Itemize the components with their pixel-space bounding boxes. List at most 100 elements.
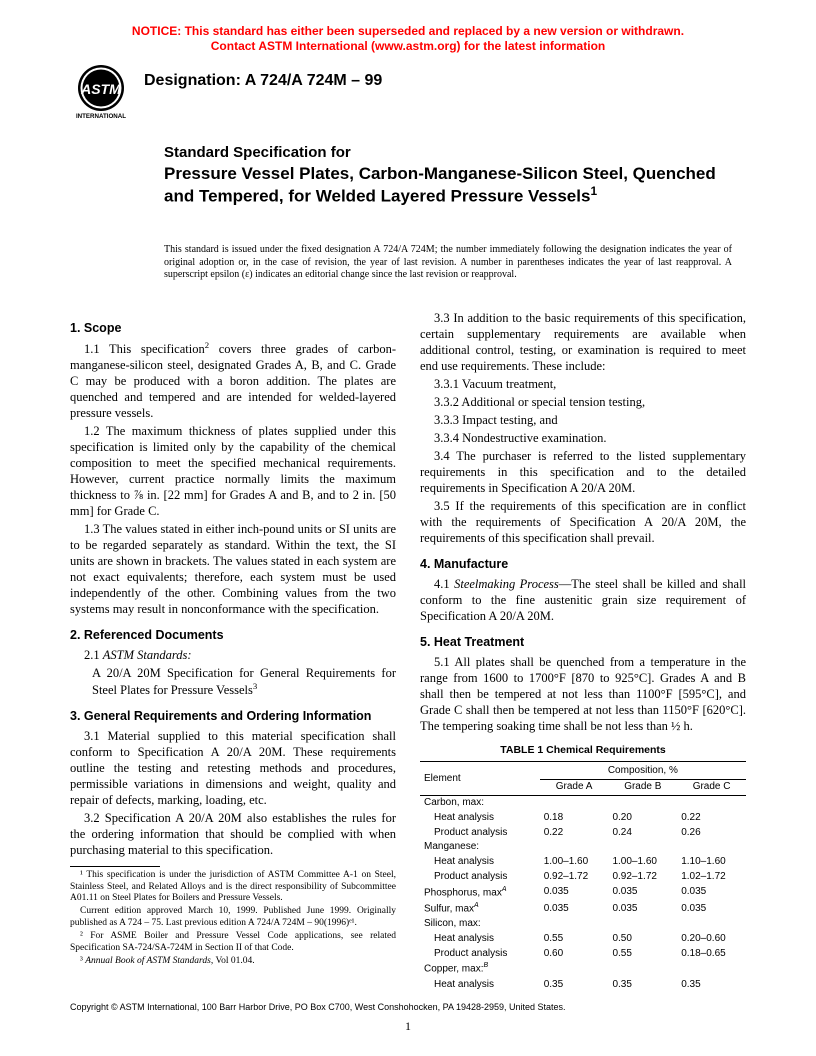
section-4-head: 4. Manufacture — [420, 556, 746, 572]
cell-element: Product analysis — [420, 826, 540, 841]
table-row: Product analysis0.220.240.26 — [420, 826, 746, 841]
body-columns: 1. Scope 1.1 This specification2 covers … — [70, 310, 746, 978]
cell-element: Phosphorus, maxA — [420, 885, 540, 901]
cell-value — [608, 840, 677, 855]
cell-value — [677, 961, 746, 977]
cell-value: 0.35 — [608, 978, 677, 993]
cell-element: Sulfur, maxA — [420, 901, 540, 917]
footnotes-block: ¹ This specification is under the jurisd… — [70, 866, 396, 967]
astm-logo: ASTM INTERNATIONAL — [70, 64, 132, 120]
cell-value: 1.02–1.72 — [677, 870, 746, 885]
cell-value: 0.035 — [540, 885, 609, 901]
cell-value — [540, 917, 609, 932]
table-row: Heat analysis0.180.200.22 — [420, 811, 746, 826]
cell-value: 0.20–0.60 — [677, 932, 746, 947]
cell-value: 0.035 — [677, 885, 746, 901]
table-1-block: TABLE 1 Chemical Requirements Element Co… — [420, 744, 746, 992]
cell-element: Manganese: — [420, 840, 540, 855]
table-row: Heat analysis0.550.500.20–0.60 — [420, 932, 746, 947]
para-3-3-3: 3.3.3 Impact testing, and — [420, 412, 746, 428]
cell-value: 1.00–1.60 — [608, 855, 677, 870]
cell-value: 0.50 — [608, 932, 677, 947]
cell-value — [540, 961, 609, 977]
cell-value: 0.55 — [608, 947, 677, 962]
title-block: Standard Specification for Pressure Vess… — [164, 144, 732, 207]
cell-value: 0.22 — [677, 811, 746, 826]
cell-value: 0.035 — [677, 901, 746, 917]
supersession-notice: NOTICE: This standard has either been su… — [0, 24, 816, 54]
issuance-note: This standard is issued under the fixed … — [164, 244, 732, 282]
cell-value: 0.20 — [608, 811, 677, 826]
th-grade-c: Grade C — [677, 780, 746, 796]
ref-a20: A 20/A 20M Specification for General Req… — [70, 665, 396, 698]
section-2-head: 2. Referenced Documents — [70, 627, 396, 643]
footnote-rule — [70, 866, 160, 867]
notice-line2: Contact ASTM International (www.astm.org… — [211, 39, 605, 53]
designation-code: A 724/A 724M – 99 — [245, 72, 383, 89]
cell-value: 0.92–1.72 — [608, 870, 677, 885]
table-row: Silicon, max: — [420, 917, 746, 932]
cell-value: 0.24 — [608, 826, 677, 841]
table-row: Product analysis0.600.550.18–0.65 — [420, 947, 746, 962]
table-1: Element Composition, % Grade A Grade B G… — [420, 761, 746, 992]
cell-element: Heat analysis — [420, 932, 540, 947]
designation-label: Designation: — [144, 72, 245, 89]
para-1-1: 1.1 This specification2 covers three gra… — [70, 340, 396, 421]
cell-value: 0.60 — [540, 947, 609, 962]
para-3-4: 3.4 The purchaser is referred to the lis… — [420, 448, 746, 496]
para-1-3: 1.3 The values stated in either inch-pou… — [70, 521, 396, 617]
footnote-3: ³ Annual Book of ASTM Standards, Vol 01.… — [70, 956, 396, 967]
cell-element: Heat analysis — [420, 855, 540, 870]
table-row: Manganese: — [420, 840, 746, 855]
cell-value: 1.00–1.60 — [540, 855, 609, 870]
th-element: Element — [420, 764, 540, 795]
title-lead: Standard Specification for — [164, 144, 732, 163]
th-composition: Composition, % — [540, 764, 746, 779]
cell-element: Product analysis — [420, 870, 540, 885]
copyright-line: Copyright © ASTM International, 100 Barr… — [70, 1002, 746, 1012]
cell-element: Product analysis — [420, 947, 540, 962]
cell-value — [540, 796, 609, 811]
cell-value — [677, 796, 746, 811]
para-4-1: 4.1 Steelmaking Process—The steel shall … — [420, 576, 746, 624]
para-3-3-2: 3.3.2 Additional or special tension test… — [420, 394, 746, 410]
section-3-head: 3. General Requirements and Ordering Inf… — [70, 708, 396, 724]
cell-value: 0.35 — [540, 978, 609, 993]
cell-element: Heat analysis — [420, 811, 540, 826]
svg-text:ASTM: ASTM — [80, 81, 121, 97]
para-3-3-4: 3.3.4 Nondestructive examination. — [420, 430, 746, 446]
para-3-5: 3.5 If the requirements of this specific… — [420, 498, 746, 546]
para-3-3: 3.3 In addition to the basic requirement… — [420, 310, 746, 374]
designation-line: Designation: A 724/A 724M – 99 — [70, 64, 746, 90]
page-number: 1 — [0, 1019, 816, 1034]
table-row: Sulfur, maxA0.0350.0350.035 — [420, 901, 746, 917]
cell-value: 0.92–1.72 — [540, 870, 609, 885]
table-row: Carbon, max: — [420, 796, 746, 811]
cell-value: 0.18–0.65 — [677, 947, 746, 962]
th-grade-a: Grade A — [540, 780, 609, 796]
para-2-1: 2.1 ASTM Standards: — [70, 647, 396, 663]
cell-value — [608, 917, 677, 932]
cell-value — [677, 840, 746, 855]
cell-value — [540, 840, 609, 855]
table-row: Heat analysis1.00–1.601.00–1.601.10–1.60 — [420, 855, 746, 870]
para-3-2: 3.2 Specification A 20/A 20M also establ… — [70, 810, 396, 858]
cell-value: 0.22 — [540, 826, 609, 841]
th-grade-b: Grade B — [608, 780, 677, 796]
para-3-3-1: 3.3.1 Vacuum treatment, — [420, 376, 746, 392]
table-row: Copper, max:B — [420, 961, 746, 977]
para-5-1: 5.1 All plates shall be quenched from a … — [420, 654, 746, 734]
title-main: Pressure Vessel Plates, Carbon-Manganese… — [164, 163, 732, 207]
svg-text:INTERNATIONAL: INTERNATIONAL — [76, 113, 126, 120]
footnote-1: ¹ This specification is under the jurisd… — [70, 870, 396, 904]
cell-value: 0.18 — [540, 811, 609, 826]
section-1-head: 1. Scope — [70, 320, 396, 336]
table-row: Heat analysis0.350.350.35 — [420, 978, 746, 993]
cell-value — [677, 917, 746, 932]
cell-value — [608, 961, 677, 977]
cell-value: 0.035 — [608, 885, 677, 901]
cell-value: 0.55 — [540, 932, 609, 947]
table-1-title: TABLE 1 Chemical Requirements — [420, 744, 746, 757]
cell-element: Carbon, max: — [420, 796, 540, 811]
para-3-1: 3.1 Material supplied to this material s… — [70, 728, 396, 808]
